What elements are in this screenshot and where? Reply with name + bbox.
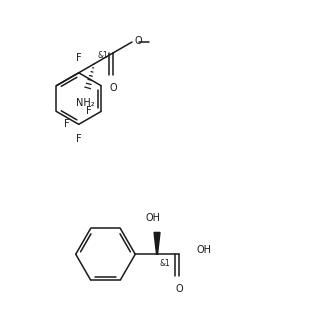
- Text: F: F: [76, 53, 81, 63]
- Text: O: O: [109, 83, 117, 93]
- Polygon shape: [154, 232, 160, 254]
- Text: OH: OH: [196, 245, 211, 255]
- Text: F: F: [87, 107, 92, 116]
- Text: &1: &1: [159, 259, 170, 268]
- Text: O: O: [135, 36, 143, 46]
- Text: NH₂: NH₂: [76, 98, 95, 108]
- Text: &1: &1: [97, 51, 108, 60]
- Text: F: F: [64, 119, 70, 129]
- Text: O: O: [175, 284, 183, 294]
- Text: F: F: [76, 134, 81, 144]
- Text: OH: OH: [146, 214, 161, 223]
